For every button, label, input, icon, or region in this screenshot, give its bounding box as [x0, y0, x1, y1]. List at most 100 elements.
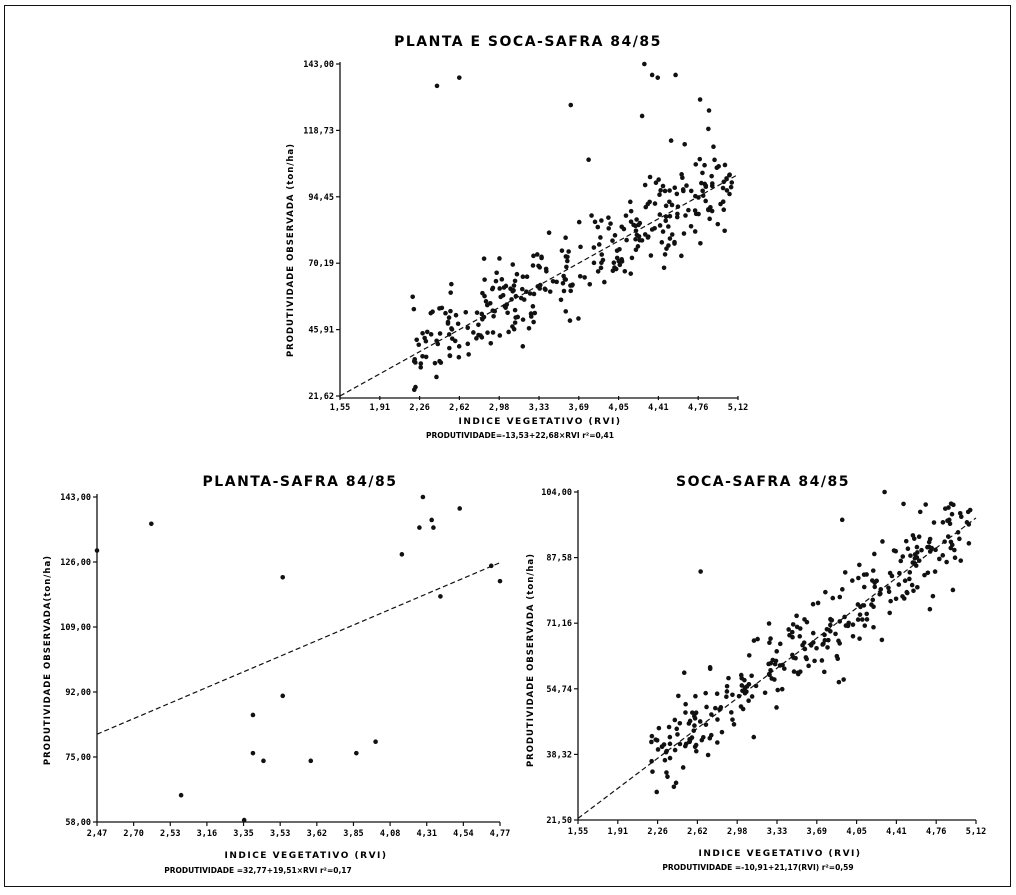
top-data-point — [660, 183, 666, 189]
top-data-point — [688, 223, 694, 229]
top-data-point — [718, 201, 723, 207]
right-x-tick-label: 5,12 — [966, 827, 986, 837]
right-data-point — [872, 551, 877, 557]
top-data-point — [494, 270, 499, 276]
left-data-point — [149, 521, 154, 527]
right-data-point — [766, 621, 772, 626]
top-data-point — [697, 156, 703, 162]
top-data-point — [643, 204, 649, 210]
top-data-point — [520, 317, 526, 322]
top-data-point — [669, 232, 675, 237]
top-data-point — [527, 291, 533, 296]
right-y-tick-label: 104,00 — [541, 488, 572, 498]
top-data-point — [720, 185, 726, 191]
top-data-point — [559, 248, 565, 253]
top-data-point — [497, 256, 502, 261]
top-data-point — [564, 264, 569, 270]
top-data-point — [674, 214, 680, 220]
top-data-point — [561, 288, 567, 294]
chart-right-title: SOCA-SAFRA 84/85 — [676, 474, 850, 490]
left-y-tick-label: 92,00 — [65, 688, 91, 698]
right-data-point — [675, 732, 680, 737]
left-data-point — [399, 552, 405, 557]
top-data-point — [536, 263, 541, 269]
right-data-point — [780, 662, 785, 668]
top-data-point — [663, 218, 669, 224]
right-data-point — [909, 582, 915, 588]
top-data-point — [524, 274, 530, 280]
right-data-point — [878, 591, 883, 596]
right-data-point — [650, 769, 655, 774]
top-data-point — [662, 252, 668, 257]
top-data-point — [434, 374, 439, 380]
right-data-point — [821, 641, 826, 647]
right-data-point — [790, 622, 796, 627]
top-data-point — [528, 314, 534, 319]
right-data-point — [672, 747, 678, 753]
top-data-point — [453, 312, 459, 318]
top-data-point — [513, 315, 518, 320]
right-data-point — [893, 596, 899, 602]
right-data-point — [949, 511, 955, 517]
top-data-point — [628, 208, 634, 214]
top-data-point — [474, 310, 480, 315]
top-x-tick-label: 1,55 — [330, 403, 350, 413]
right-data-point — [742, 677, 747, 683]
top-data-point — [443, 310, 448, 316]
right-data-point — [713, 705, 718, 711]
right-data-point — [655, 747, 661, 752]
right-data-point — [667, 734, 673, 740]
right-data-point — [661, 742, 667, 747]
top-data-point — [621, 226, 627, 232]
top-data-point — [681, 231, 687, 236]
top-data-point — [476, 322, 481, 328]
top-data-point — [512, 278, 518, 284]
right-data-point — [704, 704, 709, 710]
right-x-tick-label: 4,41 — [886, 827, 906, 837]
top-data-point — [703, 198, 708, 204]
chart-top-regression-line — [339, 174, 739, 397]
left-data-point — [373, 739, 378, 745]
top-data-point — [481, 256, 487, 261]
right-data-point — [861, 603, 867, 608]
top-x-tick-label: 4,05 — [608, 403, 628, 413]
right-y-tick-label: 87,58 — [546, 554, 572, 564]
top-data-point — [608, 221, 613, 226]
top-data-point — [514, 271, 520, 277]
right-data-point — [871, 624, 876, 630]
top-x-tick-label: 4,41 — [648, 403, 668, 413]
top-y-tick-label: 70,19 — [308, 259, 334, 269]
top-data-point — [434, 83, 440, 89]
right-data-point — [697, 719, 703, 724]
top-data-point — [530, 304, 536, 309]
right-data-point — [731, 722, 737, 727]
top-data-point — [563, 309, 569, 314]
top-data-point — [420, 353, 425, 359]
top-data-point — [520, 274, 526, 280]
top-data-point — [510, 288, 516, 294]
left-data-point — [280, 693, 286, 699]
top-data-point — [554, 279, 559, 285]
right-x-tick-label: 3,69 — [807, 827, 827, 837]
right-data-point — [887, 610, 893, 616]
right-x-tick-label: 4,05 — [846, 827, 866, 837]
top-data-point — [628, 199, 633, 205]
right-data-point — [919, 547, 924, 553]
right-data-point — [841, 677, 846, 682]
top-data-point — [721, 207, 727, 213]
right-data-point — [662, 757, 668, 763]
chart-top-y-label: PRODUTIVIDADE OBSERVADA (ton/ha) — [286, 143, 296, 357]
top-data-point — [596, 242, 602, 247]
right-data-point — [870, 597, 876, 603]
top-x-tick-label: 3,33 — [529, 403, 549, 413]
top-data-point — [613, 266, 619, 272]
right-data-point — [825, 645, 830, 650]
right-data-point — [910, 533, 916, 538]
top-data-point — [445, 319, 451, 325]
right-data-point — [664, 748, 669, 754]
top-x-tick-label: 2,62 — [449, 403, 469, 413]
right-data-point — [693, 742, 699, 748]
right-data-point — [823, 589, 828, 595]
top-data-point — [558, 297, 564, 303]
right-data-point — [905, 546, 911, 551]
